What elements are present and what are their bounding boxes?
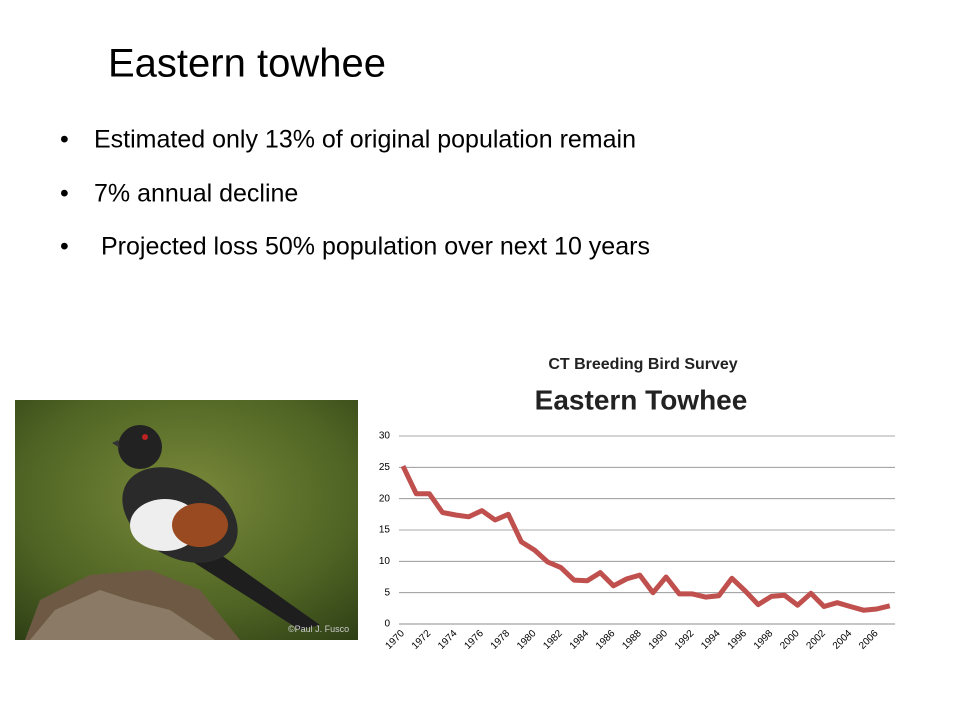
x-tick-label: 2004 — [831, 628, 855, 652]
x-tick-label: 1976 — [462, 628, 486, 652]
bullet-dot: • — [60, 126, 69, 154]
photo-bird-head — [118, 425, 162, 469]
bird-photo: ©Paul J. Fusco — [15, 400, 358, 640]
bullet-dot: • — [60, 180, 69, 208]
bullet: Estimated only 13% of original populatio… — [94, 126, 636, 154]
y-tick-label: 5 — [384, 587, 390, 598]
x-tick-label: 1970 — [383, 628, 407, 652]
data-line — [400, 465, 891, 613]
chart-title: CT Breeding Bird Survey — [548, 356, 737, 373]
x-tick-label: 2002 — [804, 628, 828, 652]
bullet-dot: • — [60, 233, 69, 261]
x-tick-label: 1972 — [410, 628, 434, 652]
photo-bird-eye — [142, 434, 148, 440]
x-tick-label: 1980 — [515, 628, 539, 652]
bullet: Projected loss 50% population over next … — [101, 233, 650, 261]
x-tick-label: 2000 — [778, 628, 802, 652]
y-tick-label: 25 — [379, 462, 391, 473]
x-tick-label: 1974 — [436, 628, 460, 652]
photo-log — [30, 590, 215, 640]
y-tick-label: 20 — [379, 493, 391, 504]
x-tick-label: 1978 — [489, 628, 513, 652]
x-tick-label: 1994 — [699, 628, 723, 652]
chart-subtitle: Eastern Towhee — [535, 384, 748, 415]
x-tick-label: 1992 — [673, 628, 697, 652]
bullets: • Estimated only 13% of original populat… — [60, 126, 650, 261]
y-tick-label: 0 — [384, 619, 390, 630]
x-tick-label: 1998 — [752, 628, 776, 652]
y-tick-label: 10 — [379, 556, 391, 567]
photo-bird-beak — [112, 440, 120, 448]
x-tick-label: 1990 — [647, 628, 671, 652]
photo-credit: ©Paul J. Fusco — [288, 624, 349, 634]
x-tick-label: 1996 — [726, 628, 750, 652]
photo-bird-flank — [172, 503, 228, 547]
photo-bird-tail — [190, 540, 320, 630]
x-tick-label: 1986 — [594, 628, 618, 652]
x-tick-label: 1982 — [541, 628, 565, 652]
bullet: 7% annual decline — [94, 180, 298, 208]
slide-title: Eastern towhee — [108, 42, 386, 86]
x-tick-label: 2006 — [857, 628, 881, 652]
x-tick-label: 1984 — [568, 628, 592, 652]
y-tick-label: 15 — [379, 525, 391, 536]
x-tick-label: 1988 — [620, 628, 644, 652]
y-tick-label: 30 — [379, 431, 391, 442]
